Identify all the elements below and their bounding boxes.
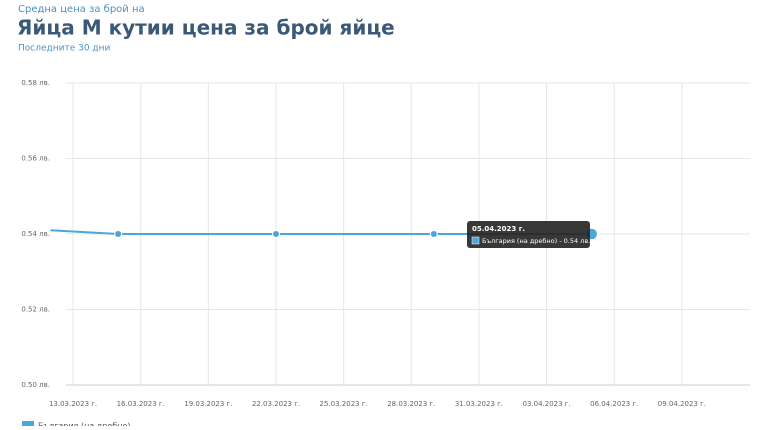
subtitle: Последните 30 дни (18, 44, 111, 54)
x-tick-label: 16.03.2023 г. (117, 400, 165, 408)
y-tick-label: 0.52 лв. (21, 306, 50, 314)
x-tick-label: 09.04.2023 г. (658, 400, 706, 408)
legend-swatch (22, 421, 34, 429)
x-tick-label: 31.03.2023 г. (455, 400, 503, 408)
grid: 0.50 лв. 0.52 лв. 0.54 лв. 0.56 лв. 0.58 лв.… (21, 79, 750, 408)
point (272, 230, 280, 238)
x-tick-label: 19.03.2023 г. (184, 400, 232, 408)
x-tick-label: 28.03.2023 г. (387, 400, 435, 408)
x-tick-label: 25.03.2023 г. (320, 400, 368, 408)
marks: България (на дребно) 05.04.2023 г. Българи… (22, 221, 599, 430)
x-tick-label: 06.04.2023 г. (590, 400, 638, 408)
tooltip: 05.04.2023 г. България (на дребно) - 0.54… (467, 221, 590, 248)
chart-title: Яйца M кутии цена за брой яйце (17, 16, 395, 40)
y-tick-label: 0.50 лв. (21, 381, 50, 389)
tooltip-box (467, 221, 590, 248)
x-tick-label: 03.04.2023 г. (522, 400, 570, 408)
point (429, 230, 438, 238)
tooltip-title: 05.04.2023 г. (472, 225, 525, 233)
x-tick-label: 22.03.2023 г. (252, 400, 300, 408)
kicker: Средна цена за брой на (18, 4, 145, 15)
tooltip-text: България (на дребно) - 0.54 лв. (482, 237, 590, 245)
tooltip-swatch (471, 236, 480, 245)
legend-label: България (на дребно) (38, 422, 131, 427)
x-tick-label: 13.03.2023 г. (49, 400, 97, 408)
y-tick-label: 0.58 лв. (21, 79, 50, 87)
y-tick-label: 0.54 лв. (21, 230, 50, 238)
y-tick-label: 0.56 лв. (21, 155, 50, 163)
point (114, 230, 123, 238)
